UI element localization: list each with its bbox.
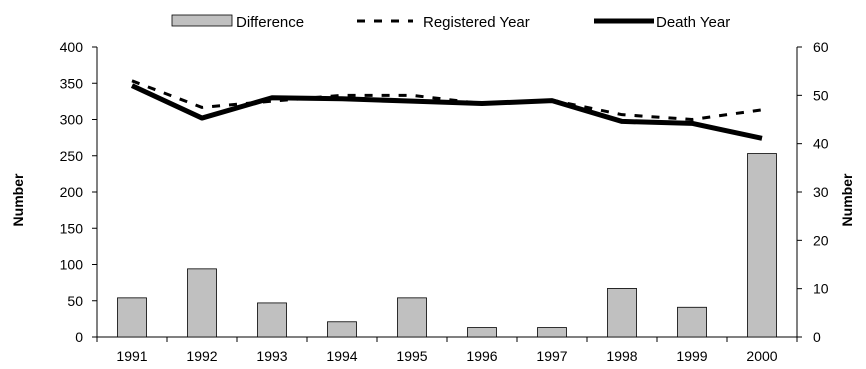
right-tick-label: 20 (813, 232, 829, 248)
bar-difference (537, 327, 567, 338)
bar-difference (187, 268, 217, 338)
legend-swatch-bar (171, 14, 233, 27)
line-death-year (130, 83, 763, 141)
left-tick-label: 400 (60, 39, 84, 55)
left-tick-label: 300 (60, 112, 84, 128)
right-tick-label: 10 (813, 281, 829, 297)
bar-difference (467, 327, 497, 338)
left-axis-title: Number (10, 173, 26, 226)
x-tick-label: 1994 (326, 348, 357, 364)
legend-item-death-year: Death Year (594, 14, 730, 31)
bar-difference (327, 321, 357, 338)
x-tick-label: 1993 (256, 348, 287, 364)
bar-difference (397, 297, 427, 338)
x-tick-label: 1995 (396, 348, 427, 364)
right-tick-label: 40 (813, 136, 829, 152)
left-tick-label: 250 (60, 148, 84, 164)
right-tick-label: 60 (813, 39, 829, 55)
bar-difference (607, 288, 637, 338)
bar-difference (117, 297, 147, 338)
left-tick-label: 350 (60, 75, 84, 91)
x-tick-label: 1991 (116, 348, 147, 364)
legend-label: Difference (236, 14, 304, 31)
x-tick-label: 2000 (746, 348, 777, 364)
bar-difference (747, 153, 777, 338)
left-tick-label: 50 (67, 293, 83, 309)
left-tick-label: 200 (60, 184, 84, 200)
right-tick-label: 30 (813, 184, 829, 200)
x-tick-label: 1998 (606, 348, 637, 364)
right-tick-label: 0 (813, 329, 821, 345)
x-tick-label: 1999 (676, 348, 707, 364)
legend-label: Registered Year (423, 14, 530, 31)
right-axis-title: Number (839, 173, 855, 226)
plot-area: 0 50 100 150 200 250 300 350 400 0 10 20 30 40 50 60 199… (60, 39, 829, 364)
right-tick-label: 50 (813, 87, 829, 103)
legend-label: Death Year (656, 14, 730, 31)
left-tick-label: 150 (60, 220, 84, 236)
bar-difference (257, 302, 287, 338)
left-tick-label: 100 (60, 257, 84, 273)
left-tick-label: 0 (75, 329, 83, 345)
legend-item-registered-year: Registered Year (357, 14, 530, 31)
legend-item-difference: Difference (171, 14, 304, 31)
x-tick-label: 1996 (466, 348, 497, 364)
x-tick-label: 1997 (536, 348, 567, 364)
line-registered-year (131, 79, 763, 121)
legend: Difference Registered Year Death Year (171, 14, 730, 31)
bar-difference (677, 306, 707, 338)
x-tick-label: 1992 (186, 348, 217, 364)
